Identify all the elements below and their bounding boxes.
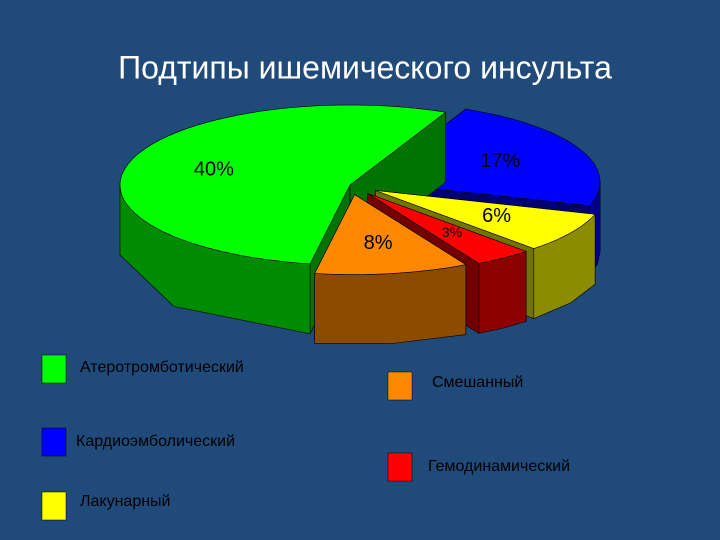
legend-label: Атеротромботический: [80, 359, 244, 376]
slice: [119, 104, 447, 265]
slice: [375, 190, 596, 249]
legend-swatch: [387, 452, 413, 482]
slice-side: [314, 264, 467, 344]
slice-side: [478, 250, 527, 334]
data-label: 8%: [364, 232, 393, 254]
legend-swatch: [41, 491, 67, 521]
data-label: 40%: [194, 159, 234, 181]
legend-label: Гемодинамический: [428, 458, 570, 475]
legend-label: Кардиоэмболический: [76, 433, 235, 450]
slice: [314, 194, 467, 275]
chart-title: Подтипы ишемического инсульта: [118, 49, 612, 85]
slice: [367, 193, 528, 264]
data-label: 17%: [480, 150, 520, 172]
data-label: 6%: [482, 205, 511, 227]
data-label: 3%: [442, 224, 462, 240]
legend-swatch: [41, 427, 67, 457]
legend-label: Лакунарный: [80, 493, 170, 510]
legend-label: Смешанный: [432, 374, 523, 391]
legend-swatch: [387, 371, 413, 401]
legend-swatch: [41, 354, 67, 384]
